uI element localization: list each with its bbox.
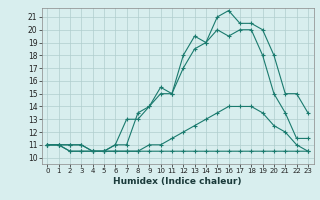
X-axis label: Humidex (Indice chaleur): Humidex (Indice chaleur) — [113, 177, 242, 186]
